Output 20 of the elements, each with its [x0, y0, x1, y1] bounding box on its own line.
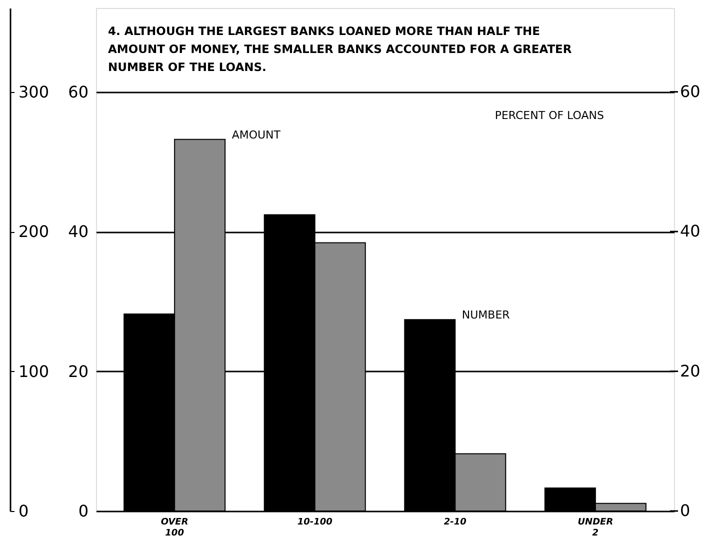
y2-tick-label: 0: [78, 502, 88, 520]
x-tick-label: OVER 100: [160, 518, 188, 538]
y-tick-label: 40: [680, 222, 700, 241]
x-tick-label: UNDER 2: [578, 518, 614, 538]
annotation: PERCENT OF LOANS: [494, 109, 604, 122]
y-tick-label: 20: [680, 361, 700, 380]
y-tick-label: 60: [680, 82, 700, 101]
series-label: NUMBER: [462, 308, 510, 322]
series-label: AMOUNT: [232, 128, 281, 142]
text: 4. ALTHOUGH THE LARGEST BANKS LOANED MORE THAN HALF THE AMOUNT OF MONEY, THE SMALLER BANKS ACCOUNTED FOR A GREATER NUMBER OF THE LOANS.: [108, 24, 572, 74]
y-tick-label: 0: [680, 501, 690, 520]
y3-tick-label: 300: [18, 82, 50, 102]
x-tick-label: 2-10: [444, 518, 466, 528]
x-tick-label: 10-100: [297, 518, 332, 528]
y2-tick-label: 40: [68, 222, 88, 242]
y3-tick-label: 100: [18, 362, 50, 381]
y3-tick-label: 0: [18, 502, 29, 520]
y2-tick-label: 20: [68, 362, 88, 381]
y2-tick-label: 60: [68, 82, 88, 102]
y3-tick-label: 200: [18, 222, 50, 242]
